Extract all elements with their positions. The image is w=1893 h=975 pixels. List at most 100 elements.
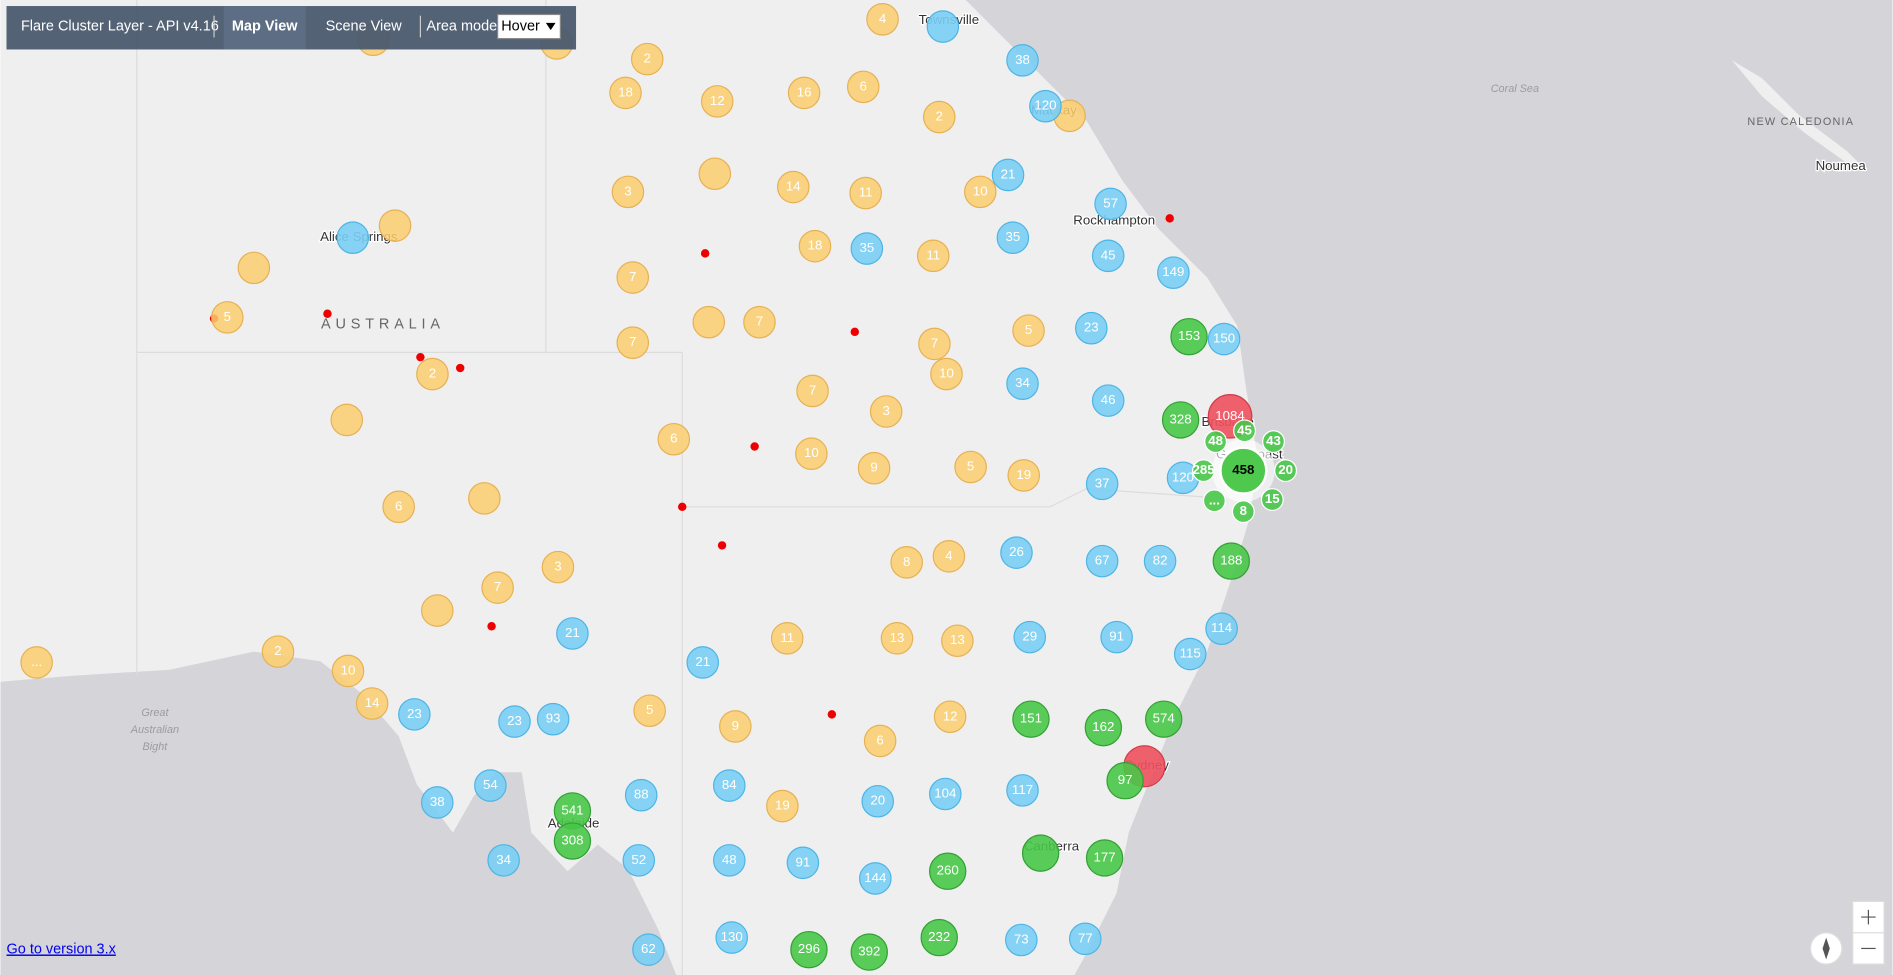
cluster[interactable]: 7 [918, 327, 951, 361]
cluster-circle[interactable] [630, 42, 664, 76]
cluster[interactable]: 7 [743, 305, 776, 339]
cluster[interactable]: 19 [1007, 459, 1041, 492]
cluster-circle[interactable] [553, 822, 592, 860]
cluster[interactable]: 97 [1106, 762, 1144, 800]
cluster[interactable] [692, 305, 726, 339]
cluster-circle[interactable] [1094, 187, 1127, 221]
cluster[interactable]: 3 [541, 550, 575, 584]
cluster-circle[interactable] [920, 918, 958, 957]
cluster-circle[interactable] [715, 921, 749, 954]
cluster[interactable]: 34 [1006, 367, 1039, 401]
cluster[interactable]: 10 [795, 437, 828, 471]
cluster[interactable]: 35 [850, 232, 884, 265]
cluster[interactable]: 5 [954, 450, 987, 484]
cluster[interactable]: 10 [930, 357, 963, 391]
cluster-circle[interactable] [1173, 637, 1207, 671]
cluster[interactable]: 114 [1205, 612, 1238, 645]
cluster-circle[interactable] [929, 777, 962, 811]
cluster[interactable]: 308 [553, 822, 592, 860]
cluster[interactable] [420, 594, 454, 627]
flare-center[interactable] [1219, 446, 1268, 495]
cluster-circle[interactable] [1212, 542, 1250, 580]
flare[interactable] [1202, 489, 1226, 513]
flare[interactable] [1233, 419, 1257, 443]
cluster-circle[interactable] [776, 170, 810, 204]
cluster[interactable]: 11 [849, 176, 882, 210]
cluster-circle[interactable] [1085, 839, 1124, 877]
cluster-circle[interactable] [1013, 620, 1047, 654]
cluster-circle[interactable] [1207, 322, 1241, 356]
cluster-circle[interactable] [941, 624, 974, 658]
cluster[interactable]: 6 [382, 490, 415, 524]
cluster-circle[interactable] [616, 326, 650, 359]
cluster[interactable]: 4 [866, 3, 899, 36]
cluster-circle[interactable] [1144, 700, 1183, 738]
cluster-circle[interactable] [1106, 762, 1144, 800]
cluster-circle[interactable] [355, 687, 389, 720]
cluster-circle[interactable] [991, 158, 1025, 192]
cluster-circle[interactable] [416, 357, 449, 391]
cluster-circle[interactable] [846, 70, 880, 104]
cluster-circle[interactable] [633, 694, 666, 728]
flare[interactable] [1260, 488, 1284, 512]
cluster[interactable] [1021, 834, 1060, 872]
flare[interactable] [1231, 500, 1255, 524]
cluster-circle[interactable] [611, 175, 645, 209]
cluster[interactable] [468, 482, 501, 515]
cluster[interactable]: 150 [1207, 322, 1241, 356]
cluster[interactable]: 8 [890, 546, 923, 579]
cluster-circle[interactable] [1161, 401, 1200, 439]
cluster[interactable]: 26 [1000, 536, 1033, 569]
cluster[interactable]: 115 [1173, 637, 1207, 671]
cluster-circle[interactable] [20, 646, 53, 679]
cluster[interactable]: 54 [474, 769, 507, 802]
cluster[interactable]: 7 [616, 326, 650, 359]
cluster-circle[interactable] [850, 933, 888, 971]
cluster[interactable]: 23 [398, 698, 431, 731]
cluster-circle[interactable] [766, 789, 799, 823]
cluster-circle[interactable] [713, 844, 746, 877]
cluster-circle[interactable] [700, 85, 734, 118]
cluster-circle[interactable] [880, 622, 914, 655]
cluster[interactable]: 162 [1084, 708, 1123, 747]
cluster[interactable]: 130 [715, 921, 749, 954]
cluster[interactable]: 9 [719, 710, 752, 743]
cluster-circle[interactable] [498, 705, 531, 738]
cluster[interactable]: 2 [416, 357, 449, 391]
point[interactable] [750, 442, 759, 451]
cluster[interactable]: 7 [481, 571, 514, 604]
cluster[interactable]: 52 [622, 844, 656, 877]
cluster[interactable]: 46 [1091, 384, 1125, 417]
cluster-circle[interactable] [1029, 89, 1062, 123]
cluster[interactable]: 5 [1012, 314, 1045, 347]
cluster[interactable]: 3 [611, 175, 645, 209]
cluster[interactable]: 19 [766, 789, 799, 823]
point[interactable] [323, 309, 332, 318]
cluster[interactable]: 21 [991, 158, 1025, 192]
cluster[interactable] [926, 10, 960, 43]
cluster-circle[interactable] [474, 769, 507, 802]
cluster-circle[interactable] [1091, 239, 1125, 273]
cluster[interactable]: 35 [996, 221, 1030, 255]
version-link[interactable]: Go to version 3.x [6, 941, 116, 957]
cluster-circle[interactable] [261, 635, 295, 668]
flare[interactable] [1274, 459, 1298, 483]
cluster-circle[interactable] [798, 229, 832, 263]
point[interactable] [416, 352, 425, 362]
cluster[interactable]: 23 [498, 705, 531, 738]
cluster[interactable]: 10 [331, 654, 365, 688]
map-view-button[interactable] [223, 6, 306, 50]
cluster-circle[interactable] [866, 3, 899, 36]
cluster[interactable]: 29 [1013, 620, 1047, 654]
cluster[interactable]: 88 [624, 778, 658, 812]
cluster[interactable]: 5 [633, 694, 666, 728]
cluster-circle[interactable] [211, 301, 244, 334]
cluster[interactable]: 11 [916, 239, 950, 273]
cluster[interactable]: 93 [536, 702, 570, 736]
area-mode-value[interactable]: Hover [501, 18, 540, 34]
cluster-circle[interactable] [657, 422, 691, 456]
cluster-circle[interactable] [1157, 256, 1190, 290]
cluster[interactable] [237, 251, 271, 285]
cluster-circle[interactable] [398, 698, 431, 731]
cluster-circle[interactable] [932, 539, 966, 573]
